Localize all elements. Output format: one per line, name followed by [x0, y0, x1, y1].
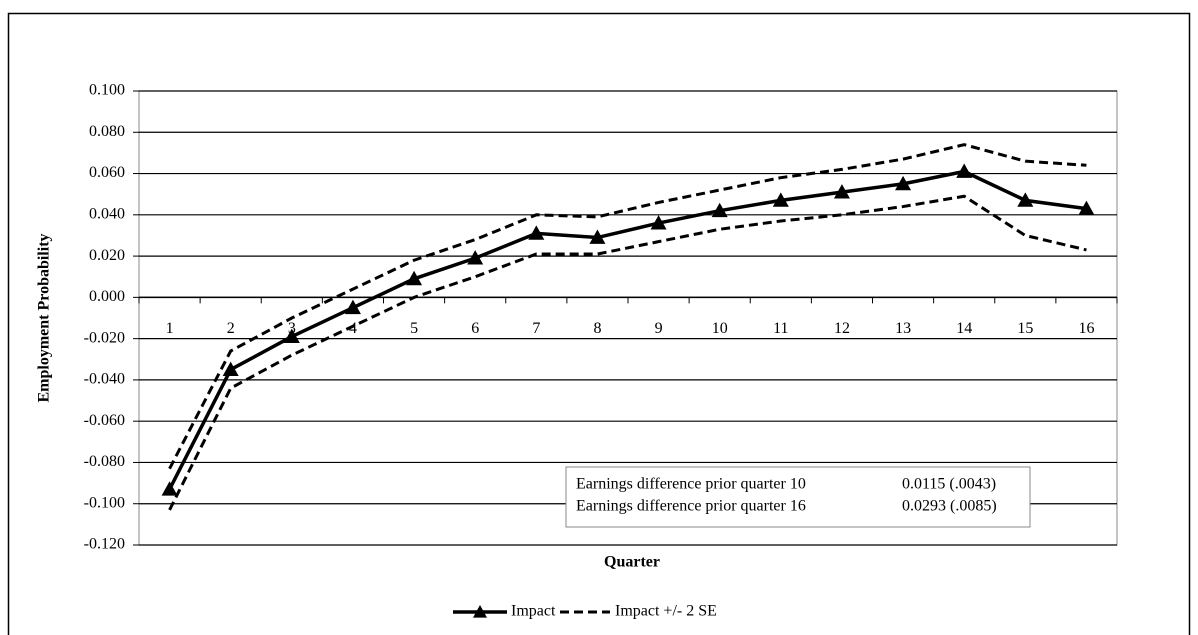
marker	[650, 215, 667, 230]
x-tick-label: 10	[712, 320, 728, 337]
marker	[467, 250, 484, 265]
marker	[772, 192, 789, 207]
y-tick-label: 0.020	[89, 247, 125, 264]
x-tick-label: 6	[471, 320, 479, 337]
marker	[222, 361, 239, 376]
x-tick-label: 4	[349, 320, 357, 337]
marker	[1017, 192, 1034, 207]
y-tick-label: -0.020	[84, 329, 125, 346]
y-tick-label: -0.040	[84, 371, 125, 388]
marker	[283, 328, 300, 343]
y-tick-label: 0.100	[89, 82, 125, 99]
marker	[833, 184, 850, 199]
x-tick-label: 5	[410, 320, 418, 337]
marker	[528, 225, 545, 240]
y-tick-label: -0.120	[84, 536, 125, 553]
annotation-box	[565, 466, 1031, 528]
x-tick-label: 1	[166, 320, 174, 337]
marker	[956, 163, 973, 178]
annotation-text: 0.0293 (.0085)	[902, 498, 997, 515]
chart-frame	[7, 12, 1191, 635]
marker	[895, 175, 912, 191]
x-tick-label: 12	[834, 320, 850, 337]
annotation-text: 0.0115 (.0043)	[902, 476, 996, 493]
marker	[344, 299, 361, 315]
x-tick-label: 8	[593, 320, 601, 337]
y-tick-label: 0.060	[89, 164, 125, 181]
marker	[161, 481, 178, 496]
y-tick-label: -0.060	[84, 412, 125, 429]
y-tick-label: 0.040	[89, 205, 125, 222]
y-axis-label: Employment Probability	[36, 233, 53, 402]
y-tick-label: 0.080	[89, 123, 125, 140]
x-tick-label: 9	[655, 320, 663, 337]
marker	[406, 270, 423, 286]
x-tick-label: 7	[532, 320, 540, 337]
marker	[711, 202, 728, 218]
marker	[589, 229, 606, 244]
x-tick-label: 13	[895, 320, 911, 337]
x-tick-label: 15	[1017, 320, 1033, 337]
series-line	[168, 169, 1087, 491]
x-tick-label: 3	[288, 320, 296, 337]
marker	[1078, 200, 1095, 216]
y-tick-label: -0.100	[84, 494, 125, 511]
y-tick-label: 0.000	[89, 288, 125, 305]
x-tick-label: 2	[227, 320, 235, 337]
legend-marker	[473, 605, 487, 618]
x-axis-label: Quarter	[604, 554, 660, 571]
x-tick-label: 16	[1078, 320, 1094, 337]
legend-label: Impact	[511, 603, 556, 620]
x-tick-label: 11	[773, 320, 788, 337]
legend-label: Impact +/- 2 SE	[615, 603, 717, 620]
annotation-text: Earnings difference prior quarter 10	[576, 476, 806, 493]
annotation-text: Earnings difference prior quarter 16	[576, 498, 806, 515]
band-upper-line	[168, 143, 1087, 470]
band-lower-line	[168, 194, 1087, 511]
x-tick-label: 14	[956, 320, 972, 337]
y-tick-label: -0.080	[84, 453, 125, 470]
